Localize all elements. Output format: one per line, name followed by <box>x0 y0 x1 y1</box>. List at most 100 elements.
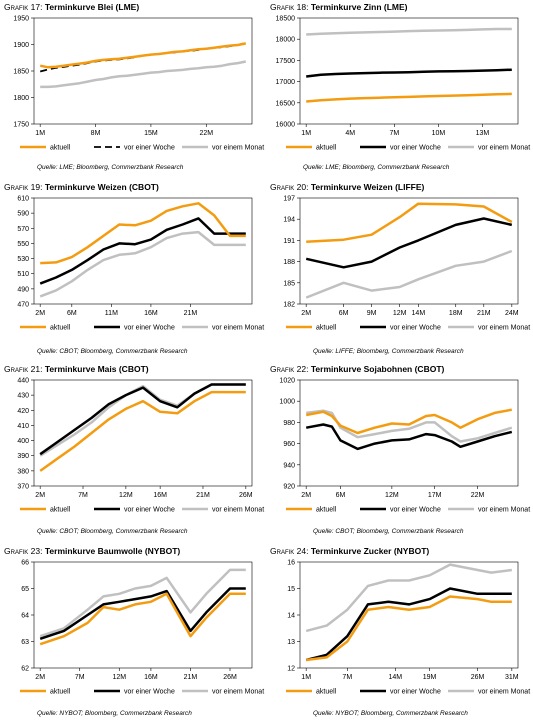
chart-label: Grafik 22: <box>270 364 309 374</box>
y-tick-label: 1020 <box>279 378 295 385</box>
chart-title-text: Terminkurve Baumwolle (NYBOT) <box>44 546 181 556</box>
chart-title-text: Terminkurve Weizen (CBOT) <box>44 182 159 192</box>
x-tick-label: 12M <box>119 492 133 499</box>
legend-label: vor einer Woche <box>124 325 175 332</box>
x-tick-label: 7M <box>78 492 88 499</box>
y-tick-label: 18500 <box>276 16 296 23</box>
chart-source: Quelle: CBOT; Bloomberg, Commerzbank Res… <box>37 528 188 535</box>
y-tick-label: 370 <box>17 484 29 491</box>
legend-label: vor einem Monat <box>212 145 264 152</box>
legend-label: vor einem Monat <box>478 507 530 514</box>
legend-label: vor einer Woche <box>124 145 175 152</box>
chart-title-text: Terminkurve Zucker (NYBOT) <box>310 546 430 556</box>
x-tick-label: 21M <box>184 674 198 681</box>
chart-label: Grafik 18: <box>270 2 309 12</box>
y-tick-label: 960 <box>283 441 295 448</box>
x-tick-label: 12M <box>112 674 126 681</box>
y-tick-label: 197 <box>283 196 295 203</box>
x-tick-label: 6M <box>336 492 346 499</box>
y-tick-label: 430 <box>17 393 29 400</box>
series-line <box>305 587 512 662</box>
y-tick-label: 410 <box>17 423 29 430</box>
y-tick-label: 17500 <box>276 58 296 65</box>
chart-source: Quelle: NYBOT; Bloomberg, Commerzbank Re… <box>313 710 468 717</box>
chart-title: Grafik 20: Terminkurve Weizen (LIFFE) <box>270 182 424 192</box>
x-tick-label: 31M <box>505 674 519 681</box>
plot-frame <box>299 17 519 125</box>
series-line <box>39 42 247 69</box>
y-tick-label: 590 <box>17 211 29 218</box>
y-tick-label: 65 <box>21 586 29 593</box>
x-tick-label: 8M <box>91 130 101 137</box>
chart-svg: 62 63 64 65 66 2M 7M 12M 16M 21M 26M aktuell vor ein… <box>20 560 264 696</box>
y-tick-label: 185 <box>283 280 295 287</box>
legend-label: vor einem Monat <box>478 145 530 152</box>
legend-label: aktuell <box>316 325 337 332</box>
legend-label: vor einem Monat <box>212 507 264 514</box>
x-tick-label: 2M <box>35 674 45 681</box>
series-line <box>39 592 246 646</box>
y-tick-label: 570 <box>17 226 29 233</box>
x-tick-label: 2M <box>301 492 311 499</box>
y-tick-label: 13 <box>287 639 295 646</box>
x-tick-label: 22M <box>199 130 213 137</box>
x-tick-label: 26M <box>471 674 485 681</box>
y-tick-label: 63 <box>21 639 29 646</box>
x-tick-label: 2M <box>35 310 45 317</box>
chart-panel: Grafik 21: Terminkurve Mais (CBOT) 370 38… <box>2 364 264 542</box>
x-tick-label: 21M <box>184 310 198 317</box>
y-tick-label: 66 <box>21 560 29 567</box>
plot-frame <box>33 561 253 669</box>
series-line <box>40 202 246 265</box>
x-tick-label: 1M <box>35 130 45 137</box>
plot-frame <box>33 197 253 305</box>
chart-title-text: Terminkurve Weizen (LIFFE) <box>310 182 425 192</box>
chart-source: Quelle: CBOT; Bloomberg, Commerzbank Res… <box>313 528 464 535</box>
series-line <box>305 249 513 299</box>
series-line <box>306 202 513 244</box>
series-line <box>305 408 513 435</box>
y-tick-label: 16000 <box>276 122 296 129</box>
x-tick-label: 21M <box>196 492 210 499</box>
legend-label: vor einem Monat <box>212 325 264 332</box>
legend-label: vor einer Woche <box>390 689 441 696</box>
series-line <box>305 217 513 269</box>
x-tick-label: 21M <box>477 310 491 317</box>
y-tick-label: 191 <box>283 238 295 245</box>
x-tick-label: 14M <box>388 674 402 681</box>
series-line <box>39 217 246 285</box>
x-tick-label: 26M <box>239 492 253 499</box>
x-tick-label: 15M <box>144 130 158 137</box>
y-tick-label: 16 <box>287 560 295 567</box>
chart-label: Grafik 19: <box>4 182 43 192</box>
y-tick-label: 380 <box>17 468 29 475</box>
series-line <box>306 595 512 662</box>
legend-label: aktuell <box>316 689 337 696</box>
y-tick-label: 14 <box>287 613 295 620</box>
x-tick-label: 16M <box>144 310 158 317</box>
chart-label: Grafik 23: <box>4 546 43 556</box>
chart-panel: Grafik 24: Terminkurve Zucker (NYBOT) 12… <box>268 546 530 724</box>
y-tick-label: 470 <box>17 302 29 309</box>
x-tick-label: 7M <box>342 674 352 681</box>
x-tick-label: 18M <box>449 310 463 317</box>
y-tick-label: 510 <box>17 271 29 278</box>
chart-label: Grafik 20: <box>270 182 309 192</box>
chart-svg: 182 185 188 191 194 197 2M 6M 9M 12M 14M 18M 21M 24M a… <box>283 196 530 332</box>
series-line <box>305 423 513 451</box>
x-tick-label: 2M <box>301 310 311 317</box>
x-tick-label: 16M <box>153 492 167 499</box>
legend-label: aktuell <box>50 507 71 514</box>
x-tick-label: 13M <box>476 130 490 137</box>
legend-label: aktuell <box>50 689 71 696</box>
chart-title-text: Terminkurve Mais (CBOT) <box>44 364 149 374</box>
x-tick-label: 4M <box>345 130 355 137</box>
series-line <box>39 568 246 638</box>
y-tick-label: 490 <box>17 286 29 293</box>
chart-title: Grafik 22: Terminkurve Sojabohnen (CBOT) <box>270 364 444 374</box>
x-tick-label: 2M <box>35 492 45 499</box>
y-tick-label: 1800 <box>13 95 29 102</box>
chart-title: Grafik 19: Terminkurve Weizen (CBOT) <box>4 182 159 192</box>
y-tick-label: 17000 <box>276 79 296 86</box>
series-line <box>39 230 246 298</box>
